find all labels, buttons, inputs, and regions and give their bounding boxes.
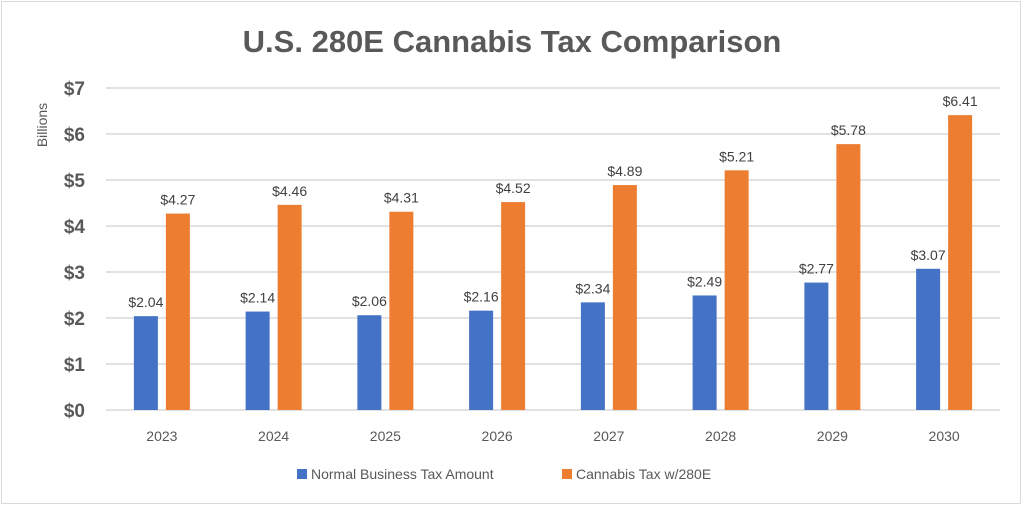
legend-swatch bbox=[297, 469, 307, 479]
x-tick-label: 2029 bbox=[817, 428, 848, 444]
y-tick-label: $3 bbox=[64, 263, 85, 284]
y-axis-label: Billions bbox=[34, 103, 50, 147]
y-tick-label: $2 bbox=[64, 309, 85, 330]
x-tick-label: 2030 bbox=[929, 428, 960, 444]
bar-normal-tax bbox=[469, 310, 494, 410]
y-tick-label: $1 bbox=[64, 355, 86, 376]
data-label: $2.06 bbox=[352, 293, 387, 309]
y-tick-label: $5 bbox=[64, 171, 86, 192]
bar-cannabis-tax bbox=[277, 204, 302, 410]
x-tick-label: 2023 bbox=[146, 428, 177, 444]
bar-cannabis-tax bbox=[612, 185, 637, 410]
bar-cannabis-tax bbox=[165, 213, 190, 410]
data-label: $4.52 bbox=[496, 180, 531, 196]
bar-cannabis-tax bbox=[501, 202, 526, 410]
y-tick-label: $4 bbox=[64, 217, 86, 238]
bar-normal-tax bbox=[245, 311, 270, 410]
legend-label: Cannabis Tax w/280E bbox=[576, 466, 711, 482]
data-label: $3.07 bbox=[911, 247, 946, 263]
bar-normal-tax bbox=[357, 315, 382, 410]
legend-label: Normal Business Tax Amount bbox=[311, 466, 494, 482]
bar-normal-tax bbox=[580, 302, 605, 410]
data-label: $5.78 bbox=[831, 122, 866, 138]
bar-normal-tax bbox=[692, 295, 717, 410]
data-label: $4.46 bbox=[272, 183, 307, 199]
data-label: $4.89 bbox=[607, 163, 642, 179]
data-label: $4.27 bbox=[160, 192, 195, 208]
x-tick-label: 2026 bbox=[482, 428, 513, 444]
y-tick-label: $0 bbox=[64, 401, 85, 422]
x-tick-label: 2028 bbox=[705, 428, 736, 444]
data-label: $2.04 bbox=[128, 294, 163, 310]
bar-cannabis-tax bbox=[948, 115, 973, 410]
bar-normal-tax bbox=[916, 268, 941, 410]
data-label: $2.16 bbox=[464, 289, 499, 305]
data-label: $2.49 bbox=[687, 273, 722, 289]
data-label: $2.34 bbox=[575, 280, 610, 296]
chart-title: U.S. 280E Cannabis Tax Comparison bbox=[243, 24, 782, 59]
bar-normal-tax bbox=[133, 316, 158, 410]
x-tick-label: 2027 bbox=[593, 428, 624, 444]
x-tick-label: 2025 bbox=[370, 428, 401, 444]
bar-cannabis-tax bbox=[836, 144, 861, 410]
x-tick-label: 2024 bbox=[258, 428, 289, 444]
bar-cannabis-tax bbox=[389, 211, 414, 410]
y-tick-label: $6 bbox=[64, 125, 85, 146]
data-label: $2.14 bbox=[240, 290, 275, 306]
bar-cannabis-tax bbox=[724, 170, 749, 410]
data-label: $5.21 bbox=[719, 148, 754, 164]
data-label: $2.77 bbox=[799, 261, 834, 277]
y-tick-label: $7 bbox=[64, 79, 85, 100]
data-label: $6.41 bbox=[943, 93, 978, 109]
legend-swatch bbox=[562, 469, 572, 479]
data-label: $4.31 bbox=[384, 190, 419, 206]
bar-normal-tax bbox=[804, 282, 829, 410]
